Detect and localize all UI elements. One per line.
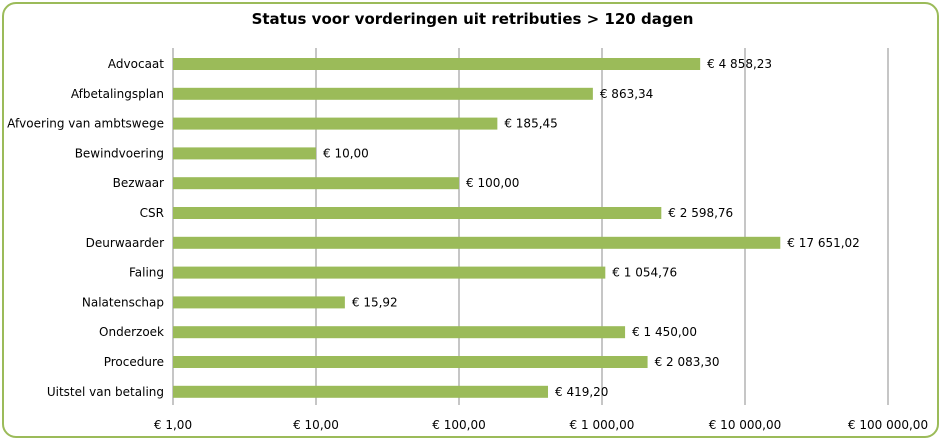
- bar: [173, 58, 701, 70]
- chart-title: Status voor vorderingen uit retributies …: [251, 10, 694, 28]
- data-label: € 2 598,76: [668, 206, 733, 220]
- x-tick-label: € 100 000,00: [848, 418, 928, 432]
- data-label: € 4 858,23: [707, 57, 772, 71]
- category-label: Advocaat: [108, 57, 164, 71]
- category-label: Bezwaar: [113, 176, 164, 190]
- category-label: Nalatenschap: [82, 295, 164, 309]
- category-label: CSR: [140, 206, 164, 220]
- bar: [173, 117, 498, 130]
- x-tick-label: € 1 000,00: [570, 418, 635, 432]
- category-label: Afvoering van ambtswege: [7, 117, 164, 131]
- category-label: Procedure: [104, 355, 164, 369]
- category-label: Bewindvoering: [75, 146, 164, 160]
- bar: [173, 207, 662, 219]
- data-label: € 863,34: [600, 87, 653, 101]
- data-label: € 419,20: [555, 385, 608, 399]
- bar: [173, 385, 549, 398]
- category-label: Afbetalingsplan: [71, 87, 164, 101]
- category-label: Uitstel van betaling: [47, 385, 164, 399]
- category-label: Faling: [129, 266, 164, 280]
- x-tick-label: € 1,00: [154, 418, 192, 432]
- data-label: € 1 450,00: [632, 325, 697, 339]
- bar: [173, 356, 648, 368]
- bar: [173, 236, 781, 249]
- data-label: € 1 054,76: [612, 266, 677, 280]
- bar: [173, 147, 316, 160]
- data-label: € 185,45: [504, 117, 557, 131]
- x-tick-label: € 100,00: [432, 418, 485, 432]
- data-label: € 100,00: [466, 176, 519, 190]
- bar: [173, 266, 606, 279]
- x-tick-label: € 10,00: [293, 418, 339, 432]
- category-label: Deurwaarder: [86, 236, 164, 250]
- bar: [173, 326, 626, 339]
- x-tick-label: € 10 000,00: [709, 418, 782, 432]
- data-label: € 2 083,30: [655, 355, 720, 369]
- bar: [173, 296, 345, 309]
- bar: [173, 177, 459, 190]
- data-label: € 10,00: [323, 146, 369, 160]
- data-label: € 15,92: [352, 295, 398, 309]
- category-label: Onderzoek: [99, 325, 164, 339]
- data-label: € 17 651,02: [787, 236, 860, 250]
- bar: [173, 87, 593, 100]
